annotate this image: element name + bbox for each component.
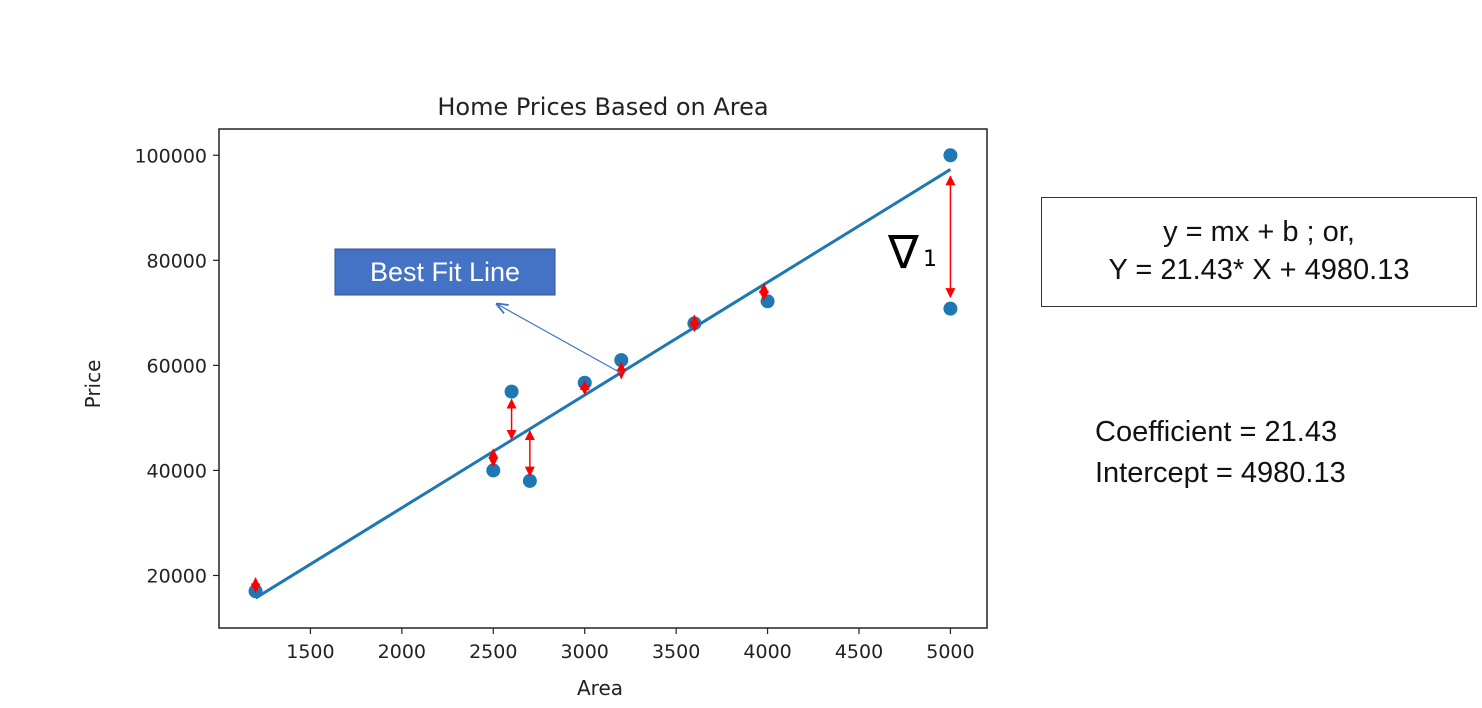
x-tick-label: 3000: [561, 641, 609, 663]
best-fit-pointer-line: [497, 304, 622, 374]
nabla-subscript: 1: [923, 247, 937, 272]
intercept-text: Intercept = 4980.13: [1095, 457, 1346, 490]
nabla-symbol: ∇: [887, 225, 919, 279]
x-tick-label: 5000: [926, 641, 974, 663]
y-tick-label: 100000: [134, 145, 207, 167]
y-axis: 20000 40000 60000 80000 100000: [134, 145, 219, 587]
x-tick-label: 3500: [652, 641, 700, 663]
best-fit-line: [254, 168, 952, 600]
data-point: [522, 473, 537, 488]
data-point: [760, 294, 775, 309]
best-fit-label: Best Fit Line: [370, 257, 520, 287]
x-tick-label: 4500: [835, 641, 883, 663]
data-point: [504, 384, 519, 399]
y-tick-label: 80000: [147, 250, 207, 272]
y-tick-label: 60000: [147, 355, 207, 377]
plot-marks: [248, 148, 958, 600]
best-fit-annotation: Best Fit Line: [334, 248, 622, 374]
x-tick-label: 2000: [378, 641, 426, 663]
x-tick-label: 1500: [286, 641, 334, 663]
y-axis-label: Price: [81, 360, 105, 409]
equation-box: y = mx + b ; or, Y = 21.43* X + 4980.13: [1041, 197, 1477, 307]
y-tick-label: 40000: [147, 460, 207, 482]
scatter-chart: Home Prices Based on Area 1500 2000 2500 30…: [81, 93, 988, 700]
chart-title: Home Prices Based on Area: [437, 93, 768, 121]
data-point: [943, 148, 958, 163]
x-axis-label: Area: [577, 676, 623, 700]
x-tick-label: 2500: [469, 641, 517, 663]
regression-stats: Coefficient = 21.43 Intercept = 4980.13: [1095, 412, 1346, 494]
plot-frame: [218, 128, 988, 629]
equation-line-2: Y = 21.43* X + 4980.13: [1108, 254, 1410, 286]
nabla-label: ∇ 1: [887, 225, 937, 279]
data-point: [943, 301, 958, 316]
best-fit-label-box: [334, 248, 556, 296]
coefficient-text: Coefficient = 21.43: [1095, 416, 1338, 448]
y-tick-label: 20000: [147, 565, 207, 587]
x-tick-label: 4000: [743, 641, 791, 663]
x-axis: 1500 2000 2500 3000 3500 4000 4500 5000: [286, 628, 975, 663]
equation-line-1: y = mx + b ; or,: [1163, 216, 1355, 249]
